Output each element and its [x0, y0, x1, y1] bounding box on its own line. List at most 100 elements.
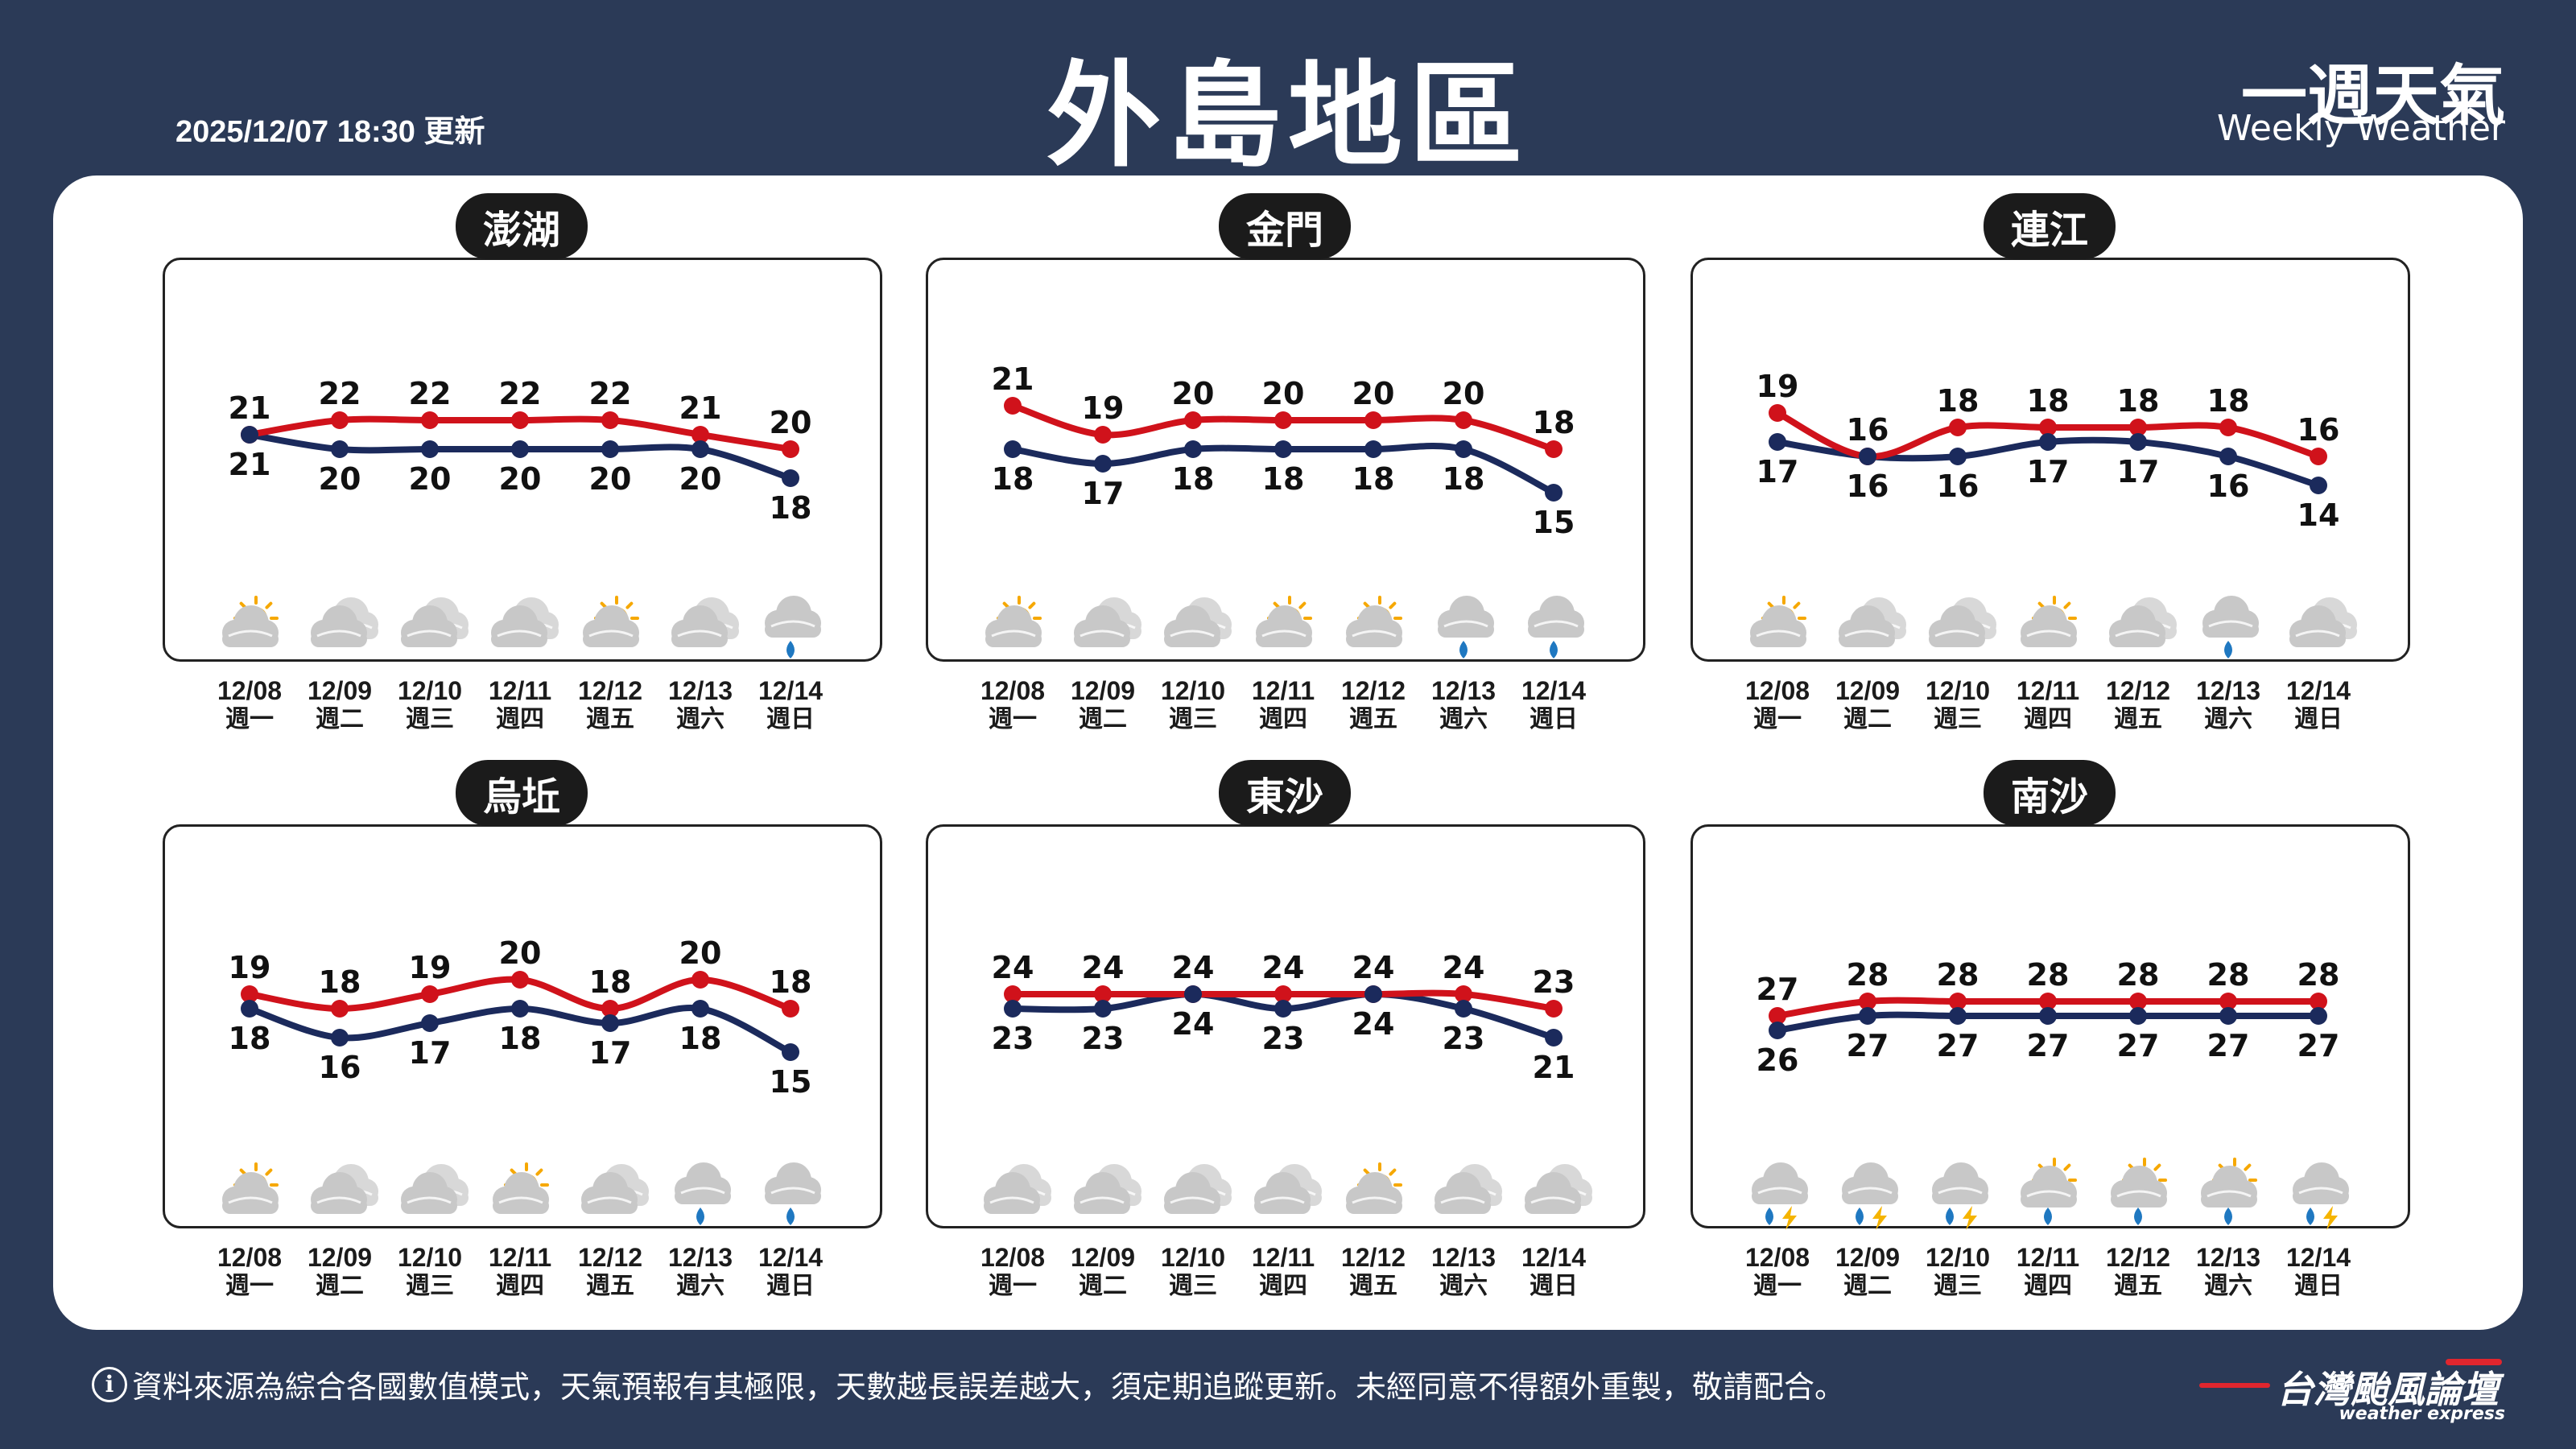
low-temp-label: 20 [319, 461, 361, 497]
high-temp-label: 19 [229, 950, 271, 985]
high-temp-label: 24 [992, 950, 1034, 985]
day-column-label: 12/11 週四 [475, 1243, 565, 1301]
low-temp-point [691, 1000, 709, 1018]
high-temp-label: 21 [229, 390, 271, 426]
disclaimer-text: 資料來源為綜合各國數值模式，天氣預報有其極限，天數越長誤差越大，須定期追蹤更新。… [132, 1369, 1846, 1405]
high-temp-label: 22 [589, 376, 632, 411]
chart-frame [1690, 258, 2410, 662]
low-temp-label: 26 [1757, 1042, 1799, 1078]
sunny-rain-icon [2111, 1158, 2167, 1225]
date-label: 12/12 [1340, 1243, 1406, 1272]
weekday-label: 週四 [496, 705, 544, 733]
weekday-label: 週一 [989, 1272, 1037, 1300]
day-column-label: 12/12 週五 [2093, 1243, 2183, 1301]
region-name: 南沙 [1983, 760, 2116, 826]
weekday-label: 週五 [1349, 1272, 1397, 1300]
high-temp-point [241, 985, 258, 1003]
low-temp-label: 18 [770, 490, 812, 526]
low-temp-label: 20 [679, 461, 722, 497]
temperature-chart: 27 26 28 27 28 27 28 27 28 27 28 27 28 27 [1752, 957, 2349, 1230]
date-label: 12/13 [1430, 1243, 1496, 1272]
high-temp-point [2310, 448, 2327, 465]
date-label: 12/13 [667, 676, 733, 705]
day-column-label: 12/12 週五 [565, 1243, 655, 1301]
logo-accent-swoosh [2446, 1359, 2502, 1365]
high-temp-point [331, 411, 349, 429]
low-temp-label: 17 [1082, 476, 1125, 511]
low-temp-point [2129, 433, 2147, 451]
low-temp-label: 14 [2297, 497, 2340, 533]
date-label: 12/11 [2016, 1243, 2080, 1272]
region-panel: 東沙 24 23 24 23 24 24 24 23 24 24 24 23 23 21 12/08 週一 12/… [926, 742, 1645, 1300]
low-temp-point [1859, 448, 1876, 465]
date-label: 12/09 [307, 1243, 373, 1272]
rain-icon [1528, 596, 1584, 658]
high-temp-label: 18 [2117, 383, 2160, 419]
high-temp-point [2310, 993, 2327, 1010]
weekday-label: 週日 [766, 705, 815, 733]
cloudy-icon [2289, 597, 2357, 647]
thunderstorm-icon [1932, 1162, 1988, 1230]
low-temp-label: 16 [1847, 469, 1889, 504]
high-temp-point [1004, 985, 1022, 1003]
high-temp-point [1949, 993, 1967, 1010]
cloudy-icon [1839, 597, 1906, 647]
partly-sunny-icon [222, 596, 279, 647]
weekday-label: 週三 [1169, 705, 1217, 733]
weekday-label: 週三 [1169, 1272, 1217, 1300]
low-temp-label: 17 [589, 1035, 632, 1071]
low-temp-label: 16 [1937, 469, 1979, 504]
date-label: 12/08 [980, 676, 1046, 705]
update-time: 2025/12/07 18:30 更新 [175, 115, 485, 149]
high-temp-label: 24 [1172, 950, 1215, 985]
high-temp-point [1769, 1007, 1786, 1025]
day-column-label: 12/13 週六 [2183, 1243, 2273, 1301]
date-label: 12/14 [2285, 1243, 2351, 1272]
low-temp-point [511, 440, 529, 458]
high-temp-label: 18 [1533, 405, 1575, 440]
cloudy-icon [1254, 1164, 1322, 1214]
low-temp-point [2039, 1007, 2057, 1025]
day-column-label: 12/08 週一 [1732, 1243, 1823, 1301]
rain-icon [765, 1162, 821, 1225]
high-temp-point [331, 1000, 349, 1018]
weekday-label: 週五 [2114, 705, 2162, 733]
low-temp-label: 21 [229, 447, 271, 482]
high-temp-label: 24 [1352, 950, 1395, 985]
thunderstorm-icon [2293, 1162, 2349, 1230]
date-label: 12/08 [217, 1243, 283, 1272]
weekday-label: 週四 [2024, 1272, 2072, 1300]
low-temp-point [1004, 440, 1022, 458]
low-temp-label: 18 [679, 1021, 722, 1056]
low-temp-point [2039, 433, 2057, 451]
date-label: 12/10 [397, 1243, 463, 1272]
date-label: 12/14 [1521, 1243, 1587, 1272]
high-temp-label: 20 [1443, 376, 1485, 411]
low-temp-label: 17 [2027, 454, 2070, 489]
date-label: 12/14 [1521, 676, 1587, 705]
weekday-label: 週六 [676, 1272, 724, 1300]
high-temp-label: 23 [1533, 964, 1575, 1000]
date-label: 12/11 [488, 676, 552, 705]
day-column-label: 12/08 週一 [968, 676, 1058, 734]
cloudy-icon [1525, 1164, 1592, 1214]
weekday-label: 週一 [1753, 705, 1802, 733]
low-temp-point [1184, 440, 1202, 458]
high-temp-label: 20 [1262, 376, 1305, 411]
weekday-label: 週五 [1349, 705, 1397, 733]
weekday-label: 週三 [1934, 1272, 1982, 1300]
high-temp-point [2039, 419, 2057, 436]
date-label: 12/11 [2016, 676, 2080, 705]
high-temp-label: 18 [2027, 383, 2070, 419]
date-label: 12/11 [488, 1243, 552, 1272]
date-label: 12/14 [758, 676, 824, 705]
day-column-label: 12/12 週五 [2093, 676, 2183, 734]
cloudy-icon [1164, 597, 1232, 647]
day-column-label: 12/08 週一 [968, 1243, 1058, 1301]
cloudy-icon [581, 1164, 649, 1214]
low-temp-point [2310, 477, 2327, 494]
high-temp-label: 21 [992, 361, 1034, 397]
low-temp-point [691, 440, 709, 458]
day-column-label: 12/08 週一 [1732, 676, 1823, 734]
high-temp-label: 16 [2297, 412, 2340, 448]
